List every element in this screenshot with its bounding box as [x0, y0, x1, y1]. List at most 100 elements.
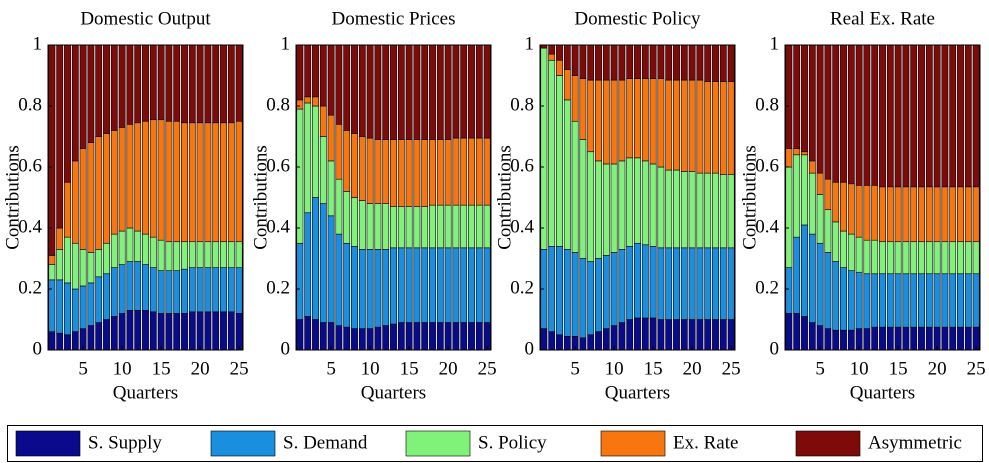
bar — [421, 206, 429, 249]
bar — [397, 44, 405, 140]
bar — [918, 273, 925, 328]
bar — [957, 186, 964, 243]
bar — [212, 241, 220, 268]
bar — [358, 200, 366, 250]
bar — [56, 249, 64, 281]
bar — [335, 325, 343, 351]
bar — [71, 242, 79, 290]
bar — [483, 322, 491, 351]
bar — [181, 44, 188, 124]
x-tick-label: 25 — [967, 358, 986, 379]
y-tick-label: 0.4 — [755, 216, 779, 237]
bar — [626, 246, 634, 320]
bar — [727, 174, 735, 249]
bar — [374, 139, 382, 204]
bar — [126, 310, 134, 351]
bar — [382, 325, 390, 351]
bar — [227, 44, 235, 124]
bar — [413, 322, 421, 351]
bar — [879, 241, 886, 275]
bar — [165, 270, 173, 314]
bar — [452, 322, 460, 351]
bar — [188, 122, 196, 243]
x-axis-label: Quarters — [605, 382, 670, 403]
bar — [571, 44, 579, 76]
bar — [719, 247, 727, 320]
bar — [312, 319, 319, 351]
bar — [719, 81, 727, 175]
bar — [657, 247, 665, 320]
bar — [436, 247, 444, 323]
bar — [556, 334, 563, 351]
bar — [304, 212, 312, 317]
bar — [634, 157, 641, 244]
bar — [142, 264, 149, 311]
bar — [64, 282, 71, 336]
y-tick-label: 0 — [33, 338, 43, 359]
bar — [95, 136, 103, 250]
bar — [48, 255, 56, 265]
bar — [840, 230, 847, 268]
bar — [964, 273, 972, 328]
bar — [181, 313, 188, 351]
bar — [181, 122, 188, 243]
bar — [468, 247, 475, 323]
x-tick-label: 25 — [230, 358, 249, 379]
bar — [444, 44, 452, 140]
bar — [626, 44, 634, 79]
bar — [785, 166, 793, 268]
bar — [879, 326, 886, 351]
bar — [335, 124, 343, 180]
bar — [95, 249, 103, 278]
bar — [397, 139, 405, 207]
bar — [235, 241, 243, 268]
bar — [157, 239, 165, 271]
bar — [972, 44, 980, 188]
bar — [64, 334, 71, 351]
bar — [673, 319, 680, 351]
bar — [824, 209, 832, 253]
bar — [235, 44, 243, 122]
bar — [902, 44, 910, 188]
bar — [894, 241, 902, 275]
bar — [855, 185, 863, 238]
bar — [390, 323, 397, 351]
bar — [847, 329, 855, 351]
bar — [335, 44, 343, 125]
bar — [390, 44, 397, 140]
bar — [579, 139, 587, 259]
bar — [71, 160, 79, 244]
x-axis-label: Quarters — [361, 382, 426, 403]
bar — [173, 270, 181, 314]
bar — [212, 122, 220, 243]
bar — [712, 319, 719, 351]
bar — [964, 326, 972, 351]
bar — [696, 319, 704, 351]
bar — [468, 322, 475, 351]
bar — [587, 151, 595, 262]
bar — [475, 137, 483, 206]
bar — [110, 233, 118, 268]
y-tick-label: 1 — [770, 33, 780, 54]
bar — [188, 44, 196, 124]
bar — [468, 44, 475, 139]
y-tick-label: 1 — [281, 33, 291, 54]
bar — [680, 319, 688, 351]
bar — [793, 154, 801, 238]
bar — [925, 241, 933, 275]
y-tick-label: 0 — [281, 338, 291, 359]
bar — [688, 44, 696, 81]
bar — [563, 44, 571, 70]
bar — [351, 44, 358, 134]
bar — [421, 44, 429, 140]
bar — [444, 322, 452, 351]
bar — [429, 322, 436, 351]
bar — [933, 44, 941, 188]
bar — [358, 44, 366, 137]
bar — [949, 44, 957, 188]
bar — [296, 99, 304, 110]
bar — [429, 247, 436, 323]
bar — [436, 44, 444, 140]
bar — [188, 267, 196, 313]
bar — [212, 44, 220, 124]
